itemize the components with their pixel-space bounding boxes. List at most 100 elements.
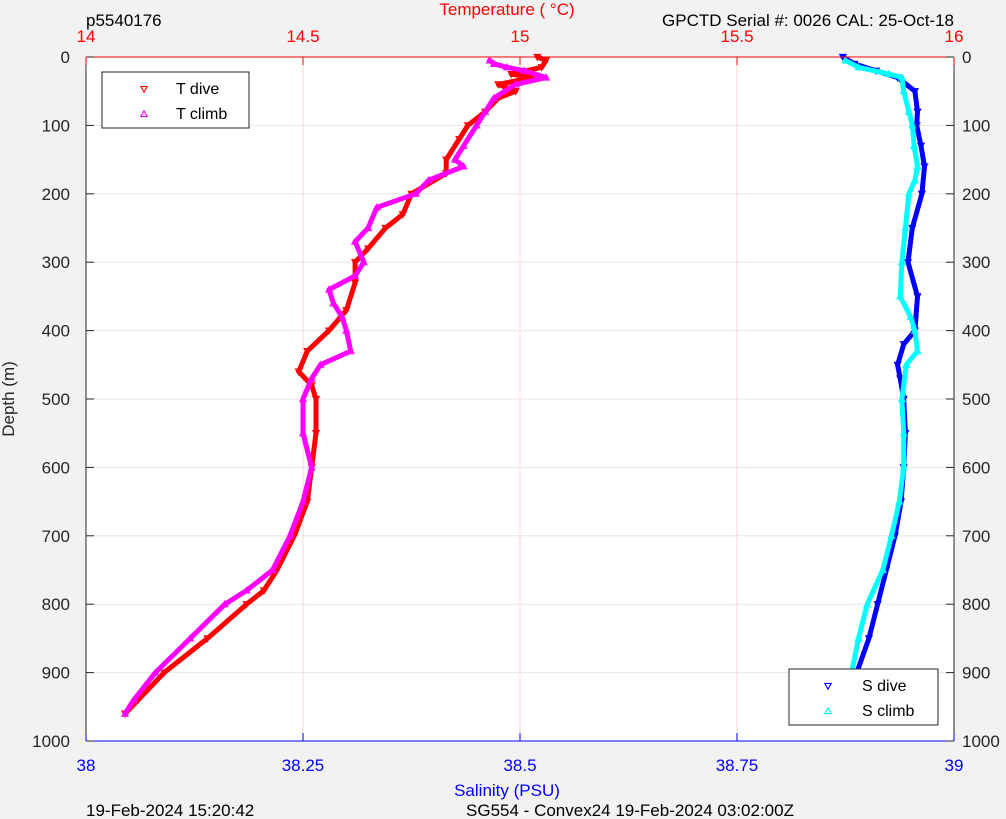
data-point-t-climb xyxy=(329,298,338,307)
data-point-s-climb xyxy=(901,223,910,232)
data-point-s-dive xyxy=(908,224,917,233)
legend-label-s-dive: S dive xyxy=(862,678,907,695)
data-point-t-climb xyxy=(424,175,433,184)
data-point-t-climb xyxy=(242,586,251,594)
data-point-s-dive xyxy=(896,375,905,383)
salinity-tick-label: 39 xyxy=(945,756,964,775)
temperature-tick-label: 15 xyxy=(511,27,530,46)
data-point-s-climb xyxy=(910,175,920,184)
data-point-t-dive xyxy=(463,122,473,130)
data-point-s-climb xyxy=(902,360,911,368)
data-point-t-dive xyxy=(259,587,269,595)
data-point-s-dive xyxy=(893,361,902,370)
data-point-t-climb xyxy=(350,271,360,279)
data-point-s-climb xyxy=(913,162,922,170)
data-point-t-climb xyxy=(268,565,277,574)
data-point-s-climb xyxy=(863,599,872,608)
data-point-t-dive xyxy=(363,245,373,253)
data-point-t-dive xyxy=(398,211,407,219)
data-point-s-climb xyxy=(899,463,908,471)
depth-tick-label-right: 900 xyxy=(962,664,990,683)
data-point-s-climb xyxy=(904,107,913,115)
data-point-t-dive xyxy=(324,327,334,335)
data-point-s-climb xyxy=(854,62,863,71)
data-point-t-climb xyxy=(307,374,316,382)
data-point-t-climb xyxy=(337,312,347,321)
series-trace-s-dive xyxy=(840,54,927,717)
data-point-t-climb xyxy=(359,257,368,266)
salinity-tick-label: 38.75 xyxy=(716,756,759,775)
data-point-s-climb xyxy=(895,497,904,505)
data-point-s-climb xyxy=(897,257,907,266)
salinity-tick-label: 38 xyxy=(77,756,96,775)
depth-tick-label-right: 100 xyxy=(962,116,990,135)
legend-salinity: S dive S climb xyxy=(788,668,939,726)
depth-axis-label: Depth (m) xyxy=(0,361,18,437)
data-point-t-climb xyxy=(372,203,381,211)
data-point-t-climb xyxy=(316,360,325,368)
data-point-s-dive xyxy=(899,341,908,349)
depth-tick-label-left: 500 xyxy=(42,390,70,409)
depth-tick-label-left: 700 xyxy=(42,527,70,546)
data-point-s-dive xyxy=(917,190,927,199)
legend-temperature-box xyxy=(101,71,250,129)
data-point-s-climb xyxy=(884,69,894,78)
data-point-t-climb xyxy=(520,66,529,74)
temperature-tick-label: 14.5 xyxy=(286,27,319,46)
tick-layer: 0 0 100 100 200 200 300 300 400 400 500 500 600 600 70… xyxy=(32,27,1000,775)
data-point-t-climb xyxy=(120,709,130,717)
data-point-t-climb xyxy=(489,59,499,67)
depth-tick-label-right: 1000 xyxy=(962,732,1000,751)
data-point-t-climb xyxy=(459,141,468,150)
series-t-climb xyxy=(120,56,551,717)
data-point-t-dive xyxy=(272,566,282,575)
data-point-t-climb xyxy=(186,634,195,642)
data-point-t-climb xyxy=(350,237,360,245)
legend-label-t-climb: T climb xyxy=(176,106,227,123)
data-point-s-dive xyxy=(864,635,874,643)
legend-label-t-dive: T dive xyxy=(176,81,219,98)
depth-tick-label-right: 700 xyxy=(962,527,990,546)
data-point-t-dive xyxy=(290,532,299,541)
depth-tick-label-left: 1000 xyxy=(32,732,70,751)
data-point-t-climb xyxy=(220,599,230,608)
data-point-t-climb xyxy=(324,285,334,293)
data-point-t-climb xyxy=(485,56,494,64)
data-point-t-dive xyxy=(541,57,551,65)
legend-marker-s-climb xyxy=(823,706,833,715)
data-point-s-climb xyxy=(913,346,922,355)
data-point-t-climb xyxy=(129,695,138,704)
data-point-t-dive xyxy=(342,306,351,315)
data-point-t-climb xyxy=(342,326,351,334)
data-point-s-dive xyxy=(913,108,922,117)
data-point-s-climb xyxy=(909,141,919,150)
data-point-t-climb xyxy=(450,155,460,163)
data-point-t-dive xyxy=(303,348,312,356)
salinity-axis-label: Salinity (PSU) xyxy=(454,781,560,800)
depth-tick-label-left: 300 xyxy=(42,253,70,272)
data-point-s-climb xyxy=(908,121,917,129)
legend-symbol xyxy=(139,85,149,94)
data-point-s-dive xyxy=(873,601,882,609)
depth-tick-label-left: 800 xyxy=(42,595,70,614)
data-point-t-climb xyxy=(298,394,308,403)
serial-info: GPCTD Serial #: 0026 CAL: 25-Oct-18 xyxy=(662,11,954,30)
salinity-tick-label: 38.25 xyxy=(282,756,325,775)
data-point-s-climb xyxy=(878,565,887,574)
data-point-t-climb xyxy=(363,223,373,232)
data-point-t-dive xyxy=(381,224,390,233)
data-point-t-climb xyxy=(459,162,468,170)
data-point-t-climb xyxy=(298,428,308,437)
data-point-t-climb xyxy=(541,73,551,81)
data-point-s-climb xyxy=(906,312,915,321)
data-point-t-climb xyxy=(307,463,316,471)
depth-tick-label-left: 0 xyxy=(61,48,70,67)
data-point-t-dive xyxy=(507,70,516,79)
data-point-t-climb xyxy=(489,93,499,102)
legend-salinity-box xyxy=(788,668,939,726)
data-point-t-climb xyxy=(472,121,481,129)
data-point-t-dive xyxy=(311,430,321,438)
data-point-s-dive xyxy=(910,88,920,96)
depth-tick-label-right: 600 xyxy=(962,458,990,477)
